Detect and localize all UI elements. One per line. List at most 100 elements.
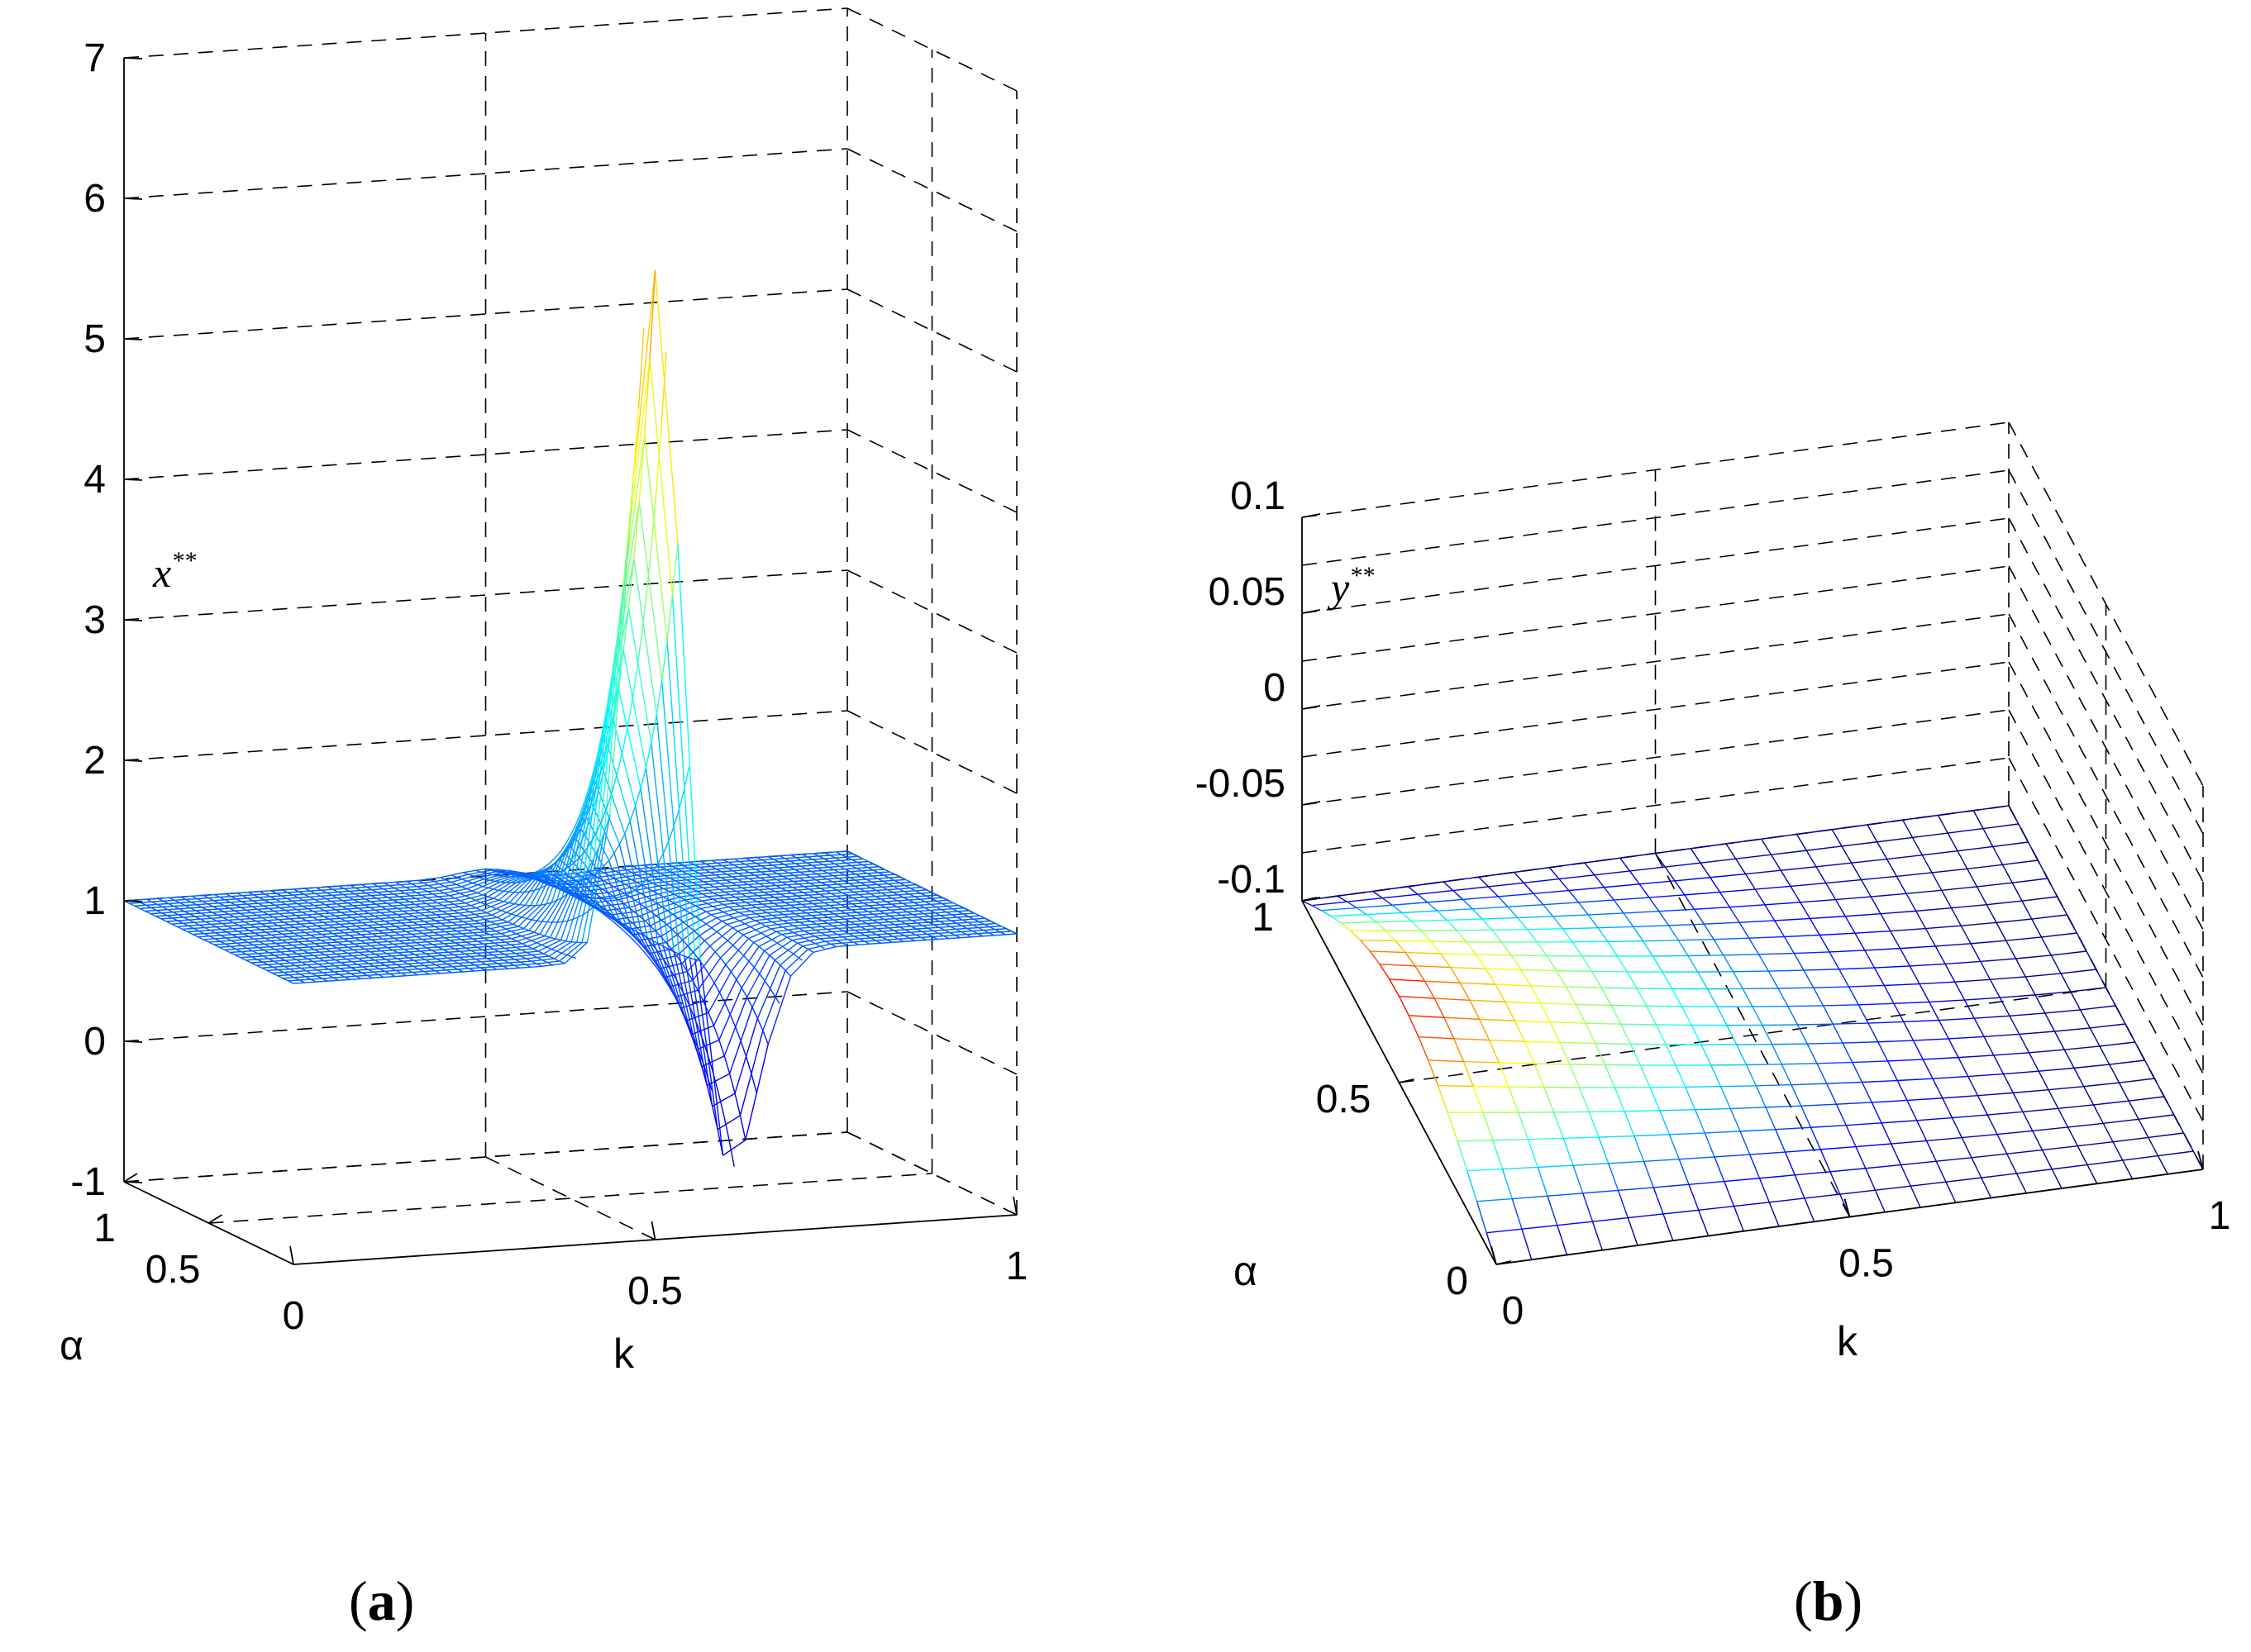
panel-a-mesh-segment (652, 940, 659, 945)
panel-a-mesh-segment (829, 904, 836, 909)
panel-b-mesh-segment (1838, 967, 1875, 970)
panel-a-mesh-segment (919, 898, 926, 902)
panel-b-mesh-segment (1880, 913, 1891, 931)
panel-a-mesh-segment (260, 929, 267, 933)
panel-a-mesh-segment (209, 929, 216, 934)
panel-a-gridline-back-z (123, 148, 848, 199)
panel-b-mesh-segment (1476, 1197, 1513, 1202)
panel-a-mesh-segment (604, 912, 611, 917)
panel-a-mesh-segment (438, 890, 445, 894)
panel-a-mesh-segment (837, 878, 845, 882)
panel-b-mesh-segment (2019, 1031, 2055, 1035)
panel-a-mesh-segment (432, 899, 438, 904)
panel-a-mesh-segment (607, 744, 631, 821)
panel-a-mesh-segment (703, 875, 710, 879)
panel-a-mesh-segment (683, 767, 690, 792)
panel-a-mesh-segment (501, 872, 508, 874)
panel-a-mesh-segment (856, 867, 862, 872)
panel-a-mesh-segment (748, 926, 755, 930)
panel-a-mesh-segment (857, 900, 864, 904)
panel-a-mesh-segment (457, 918, 464, 922)
panel-a-mesh-segment (330, 956, 336, 961)
panel-a-mesh-segment (661, 842, 669, 855)
panel-a-mesh-segment (661, 919, 668, 926)
panel-a-mesh-segment (885, 901, 892, 905)
panel-a-mesh-segment (828, 866, 835, 871)
panel-a-mesh-segment (884, 869, 890, 873)
panel-b-alphatick-label: 0.5 (1316, 1078, 1371, 1121)
panel-a-mesh-segment (441, 911, 448, 915)
panel-a-mesh-segment (899, 876, 906, 881)
panel-a-mesh-segment (416, 935, 422, 940)
panel-a-mesh-segment (823, 902, 830, 907)
panel-a-mesh-segment (703, 923, 728, 941)
panel-a-mesh-segment (870, 937, 876, 941)
panel-a-mesh-segment (624, 883, 632, 888)
panel-a-mesh-segment (678, 907, 701, 919)
panel-a-mesh-segment (555, 938, 561, 941)
panel-b-mesh-segment (1337, 890, 1373, 897)
panel-b-mesh-segment (1938, 810, 1974, 816)
panel-a-mesh-segment (309, 890, 316, 894)
panel-a-mesh-segment (612, 686, 619, 718)
panel-b-mesh-segment (1713, 939, 1724, 956)
panel-a-mesh-segment (303, 937, 310, 942)
panel-b-mesh-segment (1604, 1064, 1615, 1088)
panel-a-mesh-segment (915, 883, 922, 888)
panel-b-mesh-segment (1495, 983, 1531, 987)
panel-a-mesh-segment (537, 950, 544, 955)
panel-a-mesh-segment (642, 946, 650, 955)
panel-a-mesh-segment (326, 897, 332, 902)
panel-b-mesh-segment (1936, 1157, 1972, 1162)
panel-a-mesh-segment (236, 892, 243, 897)
panel-a-gridline-side-z (847, 429, 1018, 513)
panel-b-mesh-segment (1825, 878, 1862, 884)
panel-a-alphatick-mark (208, 1214, 222, 1224)
panel-a-mesh-segment (695, 897, 702, 902)
panel-a-mesh-segment (862, 908, 869, 912)
panel-b-mesh-segment (1630, 1043, 1667, 1045)
panel-a-mesh-segment (513, 905, 537, 925)
panel-b-mesh-segment (1446, 919, 1457, 931)
panel-a-mesh-segment (448, 951, 455, 955)
panel-a-mesh-segment (652, 883, 659, 887)
panel-b-mesh-segment (1643, 1159, 1680, 1163)
panel-a-mesh-segment (295, 915, 302, 919)
panel-b-mesh-segment (1893, 1002, 1905, 1022)
panel-a-mesh-segment (656, 915, 662, 921)
panel-b-mesh-segment (1347, 901, 1357, 909)
panel-b-mesh-segment (1517, 916, 1553, 919)
panel-b-mesh-segment (1514, 1020, 1525, 1042)
panel-b-mesh-segment (1913, 1038, 1949, 1041)
panel-a-mesh-segment (623, 717, 631, 745)
panel-a-mesh-segment (465, 953, 471, 958)
panel-a-mesh-segment (743, 922, 750, 927)
panel-a-mesh-segment (792, 931, 799, 935)
panel-a-mesh-segment (780, 888, 787, 892)
panel-a-mesh-segment (480, 961, 487, 965)
panel-a-mesh-segment (715, 874, 722, 878)
panel-b-mesh-segment (1861, 1082, 1872, 1103)
panel-b-mesh-segment (1787, 1006, 1799, 1026)
panel-a-mesh-segment (420, 900, 427, 905)
panel-a-mesh-segment (939, 921, 946, 925)
panel-a-mesh-segment (403, 910, 409, 915)
panel-a-mesh-segment (470, 905, 477, 909)
panel-a-mesh-segment (850, 915, 856, 919)
panel-b-mesh-segment (2060, 969, 2096, 974)
panel-a-mesh-segment (563, 887, 570, 892)
panel-a-mesh-segment (409, 901, 416, 906)
panel-a-mesh-segment (279, 912, 285, 917)
panel-a-mesh-segment (751, 898, 758, 902)
panel-a-mesh-segment (289, 968, 296, 973)
panel-a-mesh-segment (418, 962, 425, 967)
panel-a-mesh-segment (608, 787, 614, 804)
panel-a-mesh-segment (231, 896, 237, 900)
panel-b-mesh-segment (1787, 1005, 1824, 1007)
panel-b-mesh-segment (1578, 899, 1614, 903)
panel-b-mesh-segment (1777, 988, 1789, 1007)
panel-a-mesh-segment (695, 1050, 703, 1067)
panel-a-mesh-segment (356, 969, 363, 974)
panel-a-mesh-segment (493, 897, 499, 901)
panel-b-mesh-segment (1523, 882, 1534, 894)
